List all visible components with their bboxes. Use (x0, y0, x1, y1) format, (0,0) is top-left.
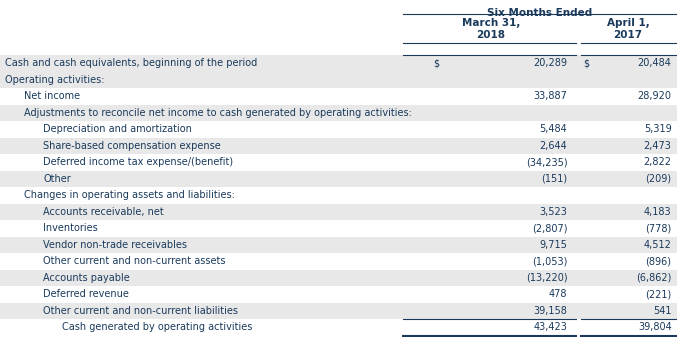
Bar (0, 319, 677, 336)
Text: 39,158: 39,158 (533, 306, 567, 316)
Text: 33,887: 33,887 (533, 91, 567, 101)
Bar (0, 270, 677, 286)
Bar (0, 121, 677, 137)
Text: Six Months Ended: Six Months Ended (487, 8, 592, 18)
Text: 3,523: 3,523 (540, 207, 567, 217)
Text: 478: 478 (549, 289, 567, 299)
Text: (778): (778) (645, 223, 672, 233)
Text: $: $ (584, 58, 590, 68)
Text: 2,644: 2,644 (540, 141, 567, 151)
Text: April 1,
2017: April 1, 2017 (607, 18, 649, 40)
Text: (34,235): (34,235) (526, 157, 567, 167)
Text: 2,473: 2,473 (644, 141, 672, 151)
Text: (896): (896) (646, 256, 672, 266)
Text: Operating activities:: Operating activities: (5, 75, 105, 85)
Bar (0, 286, 677, 303)
Text: 541: 541 (653, 306, 672, 316)
Text: Accounts payable: Accounts payable (43, 273, 130, 283)
Text: Vendor non-trade receivables: Vendor non-trade receivables (43, 240, 188, 250)
Text: Changes in operating assets and liabilities:: Changes in operating assets and liabilit… (24, 190, 235, 200)
Text: (209): (209) (645, 174, 672, 184)
Text: March 31,
2018: March 31, 2018 (462, 18, 520, 40)
Text: Deferred income tax expense/(benefit): Deferred income tax expense/(benefit) (43, 157, 234, 167)
Text: Deferred revenue: Deferred revenue (43, 289, 129, 299)
Bar (0, 71, 677, 88)
Bar (0, 237, 677, 253)
Text: 20,289: 20,289 (533, 58, 567, 68)
Text: 28,920: 28,920 (638, 91, 672, 101)
Text: 20,484: 20,484 (638, 58, 672, 68)
Text: Cash and cash equivalents, beginning of the period: Cash and cash equivalents, beginning of … (5, 58, 258, 68)
Text: Cash generated by operating activities: Cash generated by operating activities (62, 322, 253, 332)
Bar (0, 154, 677, 171)
Text: Share-based compensation expense: Share-based compensation expense (43, 141, 221, 151)
Text: 4,512: 4,512 (644, 240, 672, 250)
Text: Adjustments to reconcile net income to cash generated by operating activities:: Adjustments to reconcile net income to c… (24, 108, 412, 118)
Text: 43,423: 43,423 (533, 322, 567, 332)
Text: Other: Other (43, 174, 71, 184)
Text: 5,319: 5,319 (644, 124, 672, 134)
Text: Net income: Net income (24, 91, 81, 101)
Text: Inventories: Inventories (43, 223, 98, 233)
Bar (0, 55, 677, 71)
Bar (0, 220, 677, 237)
Text: (6,862): (6,862) (636, 273, 672, 283)
Text: 4,183: 4,183 (644, 207, 672, 217)
Text: 2,822: 2,822 (644, 157, 672, 167)
Text: (13,220): (13,220) (526, 273, 567, 283)
Text: Accounts receivable, net: Accounts receivable, net (43, 207, 164, 217)
Bar (0, 187, 677, 204)
Text: 39,804: 39,804 (638, 322, 672, 332)
Bar (0, 104, 677, 121)
Text: (1,053): (1,053) (532, 256, 567, 266)
Text: Other current and non-current assets: Other current and non-current assets (43, 256, 226, 266)
Text: (151): (151) (541, 174, 567, 184)
Bar (0, 137, 677, 154)
Text: Other current and non-current liabilities: Other current and non-current liabilitie… (43, 306, 238, 316)
Bar (0, 171, 677, 187)
Bar (0, 303, 677, 319)
Text: Depreciation and amortization: Depreciation and amortization (43, 124, 192, 134)
Text: (221): (221) (645, 289, 672, 299)
Bar (0, 204, 677, 220)
Bar (0, 253, 677, 270)
Text: 5,484: 5,484 (540, 124, 567, 134)
Text: 9,715: 9,715 (540, 240, 567, 250)
Text: $: $ (433, 58, 439, 68)
Bar (0, 88, 677, 104)
Text: (2,807): (2,807) (532, 223, 567, 233)
